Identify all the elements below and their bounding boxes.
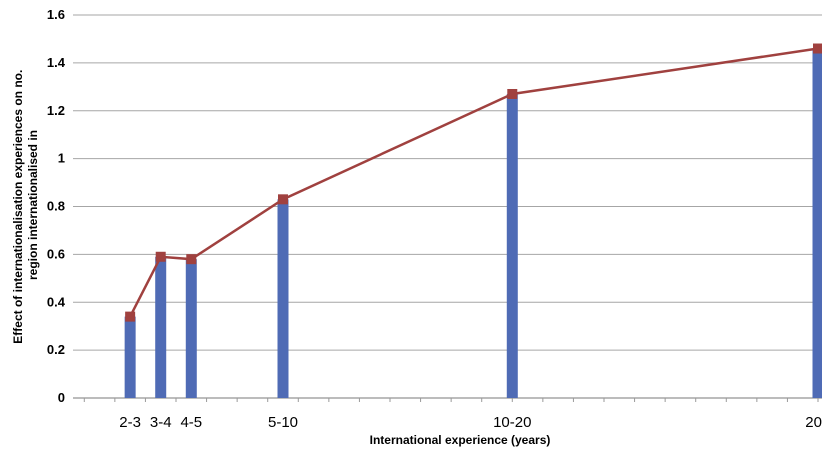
y-tick-label: 0.4 bbox=[47, 294, 66, 309]
y-tick-label: 0.2 bbox=[47, 342, 65, 357]
x-tick-label: 10-20 bbox=[493, 414, 531, 431]
bar-series bbox=[124, 48, 822, 399]
y-axis-title-line1: Effect of internationalisation experienc… bbox=[11, 70, 25, 344]
x-minor-ticks bbox=[83, 398, 819, 402]
x-tick-labels: 2-3 3-4 4-5 5-10 10-20 20+ bbox=[119, 414, 822, 431]
line-marker-5-10 bbox=[278, 194, 288, 205]
y-tick-label: 0 bbox=[58, 390, 65, 405]
bar-3-4 bbox=[155, 256, 167, 398]
x-tick-label: 2-3 bbox=[119, 414, 141, 431]
line-marker-20+ bbox=[813, 43, 822, 54]
bar-5-10 bbox=[277, 199, 289, 398]
y-axis-title: Effect of internationalisation experienc… bbox=[11, 66, 40, 343]
x-axis-title: International experience (years) bbox=[370, 433, 551, 447]
line-marker-2-3 bbox=[125, 311, 136, 322]
y-tick-label: 1.6 bbox=[47, 7, 65, 22]
y-tick-label: 1 bbox=[58, 151, 65, 166]
x-tick-label: 3-4 bbox=[150, 414, 172, 431]
bar-10-20 bbox=[506, 93, 518, 399]
x-tick-label: 4-5 bbox=[180, 414, 202, 431]
bar-2-3 bbox=[124, 316, 136, 398]
line-path bbox=[129, 47, 819, 318]
y-tick-label: 1.4 bbox=[47, 55, 66, 70]
y-tick-label: 0.8 bbox=[47, 199, 65, 214]
line-marker-10-20 bbox=[507, 88, 518, 99]
bar-20+ bbox=[812, 48, 822, 398]
line-marker-3-4 bbox=[155, 251, 166, 262]
y-tick-labels: 0 0.2 0.4 0.6 0.8 1 1.2 1.4 1.6 bbox=[47, 7, 66, 405]
line-marker-4-5 bbox=[186, 254, 197, 265]
bar-4-5 bbox=[185, 259, 197, 398]
x-tick-label: 5-10 bbox=[268, 414, 298, 431]
y-tick-label: 0.6 bbox=[47, 246, 65, 261]
line-series bbox=[125, 43, 822, 322]
gridlines bbox=[73, 14, 822, 399]
x-tick-label: 20+ bbox=[805, 414, 822, 431]
y-tick-label: 1.2 bbox=[47, 103, 65, 118]
y-axis-title-line2: region internationalised in bbox=[26, 130, 40, 280]
